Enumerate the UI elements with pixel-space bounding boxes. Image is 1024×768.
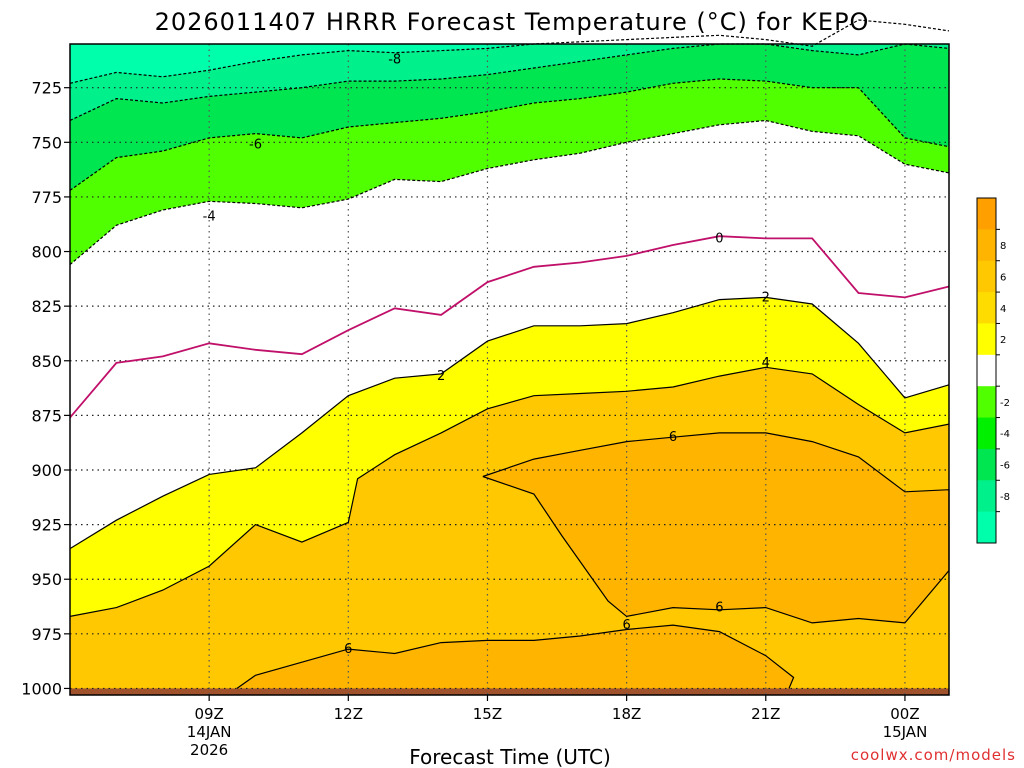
plot-area [70, 44, 949, 695]
contour-label: 0 [715, 231, 723, 246]
x-tick-label: 18Z [612, 705, 641, 723]
colorbar-band [977, 354, 996, 387]
contour-line [69, 296, 950, 550]
colorbar-label: 2 [1000, 335, 1006, 346]
colorbar-label: 8 [1000, 241, 1006, 252]
y-tick-label: 825 [31, 297, 62, 316]
chart-title: 2026011407 HRRR Forecast Temperature (°C… [155, 8, 870, 36]
contour-line [69, 235, 950, 419]
colorbar-frame [976, 197, 997, 544]
contour-label: 2 [762, 290, 770, 305]
contour-label: 6 [669, 430, 677, 445]
colorbar-band [977, 480, 996, 513]
colorbar-band [977, 229, 996, 262]
contour-labels: -8 -6 -4 0 2 2 4 6 6 6 6 [203, 52, 770, 657]
colorbar-band [977, 292, 996, 324]
colorbar: 8 6 4 2 -2 -4 -6 -8 [976, 197, 1010, 544]
contour-line [69, 43, 950, 122]
colorbar-band [977, 198, 996, 230]
plot-frame [69, 43, 950, 696]
y-tick-label: 800 [31, 243, 62, 262]
ground-fill [70, 688, 949, 695]
y-tick-label: 775 [31, 188, 62, 207]
colorbar-band [977, 417, 996, 450]
colorbar-label: 6 [1000, 272, 1006, 283]
colorbar-band [977, 448, 996, 481]
y-tick-label: 900 [31, 461, 62, 480]
y-tick-label: 725 [31, 79, 62, 98]
contour-line [69, 78, 950, 191]
colorbar-band [977, 323, 996, 356]
x-tick-label: 15JAN [883, 723, 928, 741]
contour-lines [69, 19, 950, 689]
x-tick-label: 00Z [890, 705, 919, 723]
x-axis-label: Forecast Time (UTC) [409, 745, 611, 768]
fill-band [482, 432, 949, 623]
x-tick-label: 21Z [751, 705, 780, 723]
y-tick-label: 1000 [21, 679, 62, 698]
y-tick-label: 925 [31, 516, 62, 535]
colorbar-label: 4 [1000, 304, 1006, 315]
contour-line [69, 366, 950, 617]
y-tick-label: 750 [31, 133, 62, 152]
colorbar-label: -2 [1000, 398, 1010, 409]
x-tick-label: 2026 [190, 741, 228, 759]
colorbar-band [977, 386, 996, 419]
y-tick-label: 850 [31, 352, 62, 371]
contour-line [69, 119, 950, 266]
contour-label: 4 [762, 356, 770, 371]
contour-label: 6 [344, 642, 352, 657]
credit-text: coolwx.com/models [851, 746, 1016, 764]
x-tick-label: 15Z [473, 705, 502, 723]
colorbar-label: -8 [1000, 492, 1010, 503]
y-tick-label: 950 [31, 570, 62, 589]
y-tick-label: 875 [31, 406, 62, 425]
contour-label: -8 [388, 52, 401, 67]
contour-label: -4 [203, 210, 216, 225]
colorbar-band [977, 511, 996, 544]
contour-label: 6 [622, 618, 630, 633]
x-tick-label: 12Z [334, 705, 363, 723]
axes: 725 750 775 800 825 850 875 900 925 950 975 1000 09Z… [21, 43, 950, 759]
contour-label: 2 [437, 369, 445, 384]
colorbar-label: -4 [1000, 429, 1010, 440]
contour-label: -6 [249, 137, 262, 152]
grid-lines [70, 44, 949, 695]
x-tick-label: 14JAN [187, 723, 232, 741]
x-tick-label: 09Z [194, 705, 223, 723]
contour-line [236, 624, 795, 689]
fill-band [237, 625, 794, 695]
colorbar-label: -6 [1000, 461, 1010, 472]
contour-label: 6 [715, 601, 723, 616]
colorbar-band [977, 260, 996, 293]
y-tick-label: 975 [31, 625, 62, 644]
